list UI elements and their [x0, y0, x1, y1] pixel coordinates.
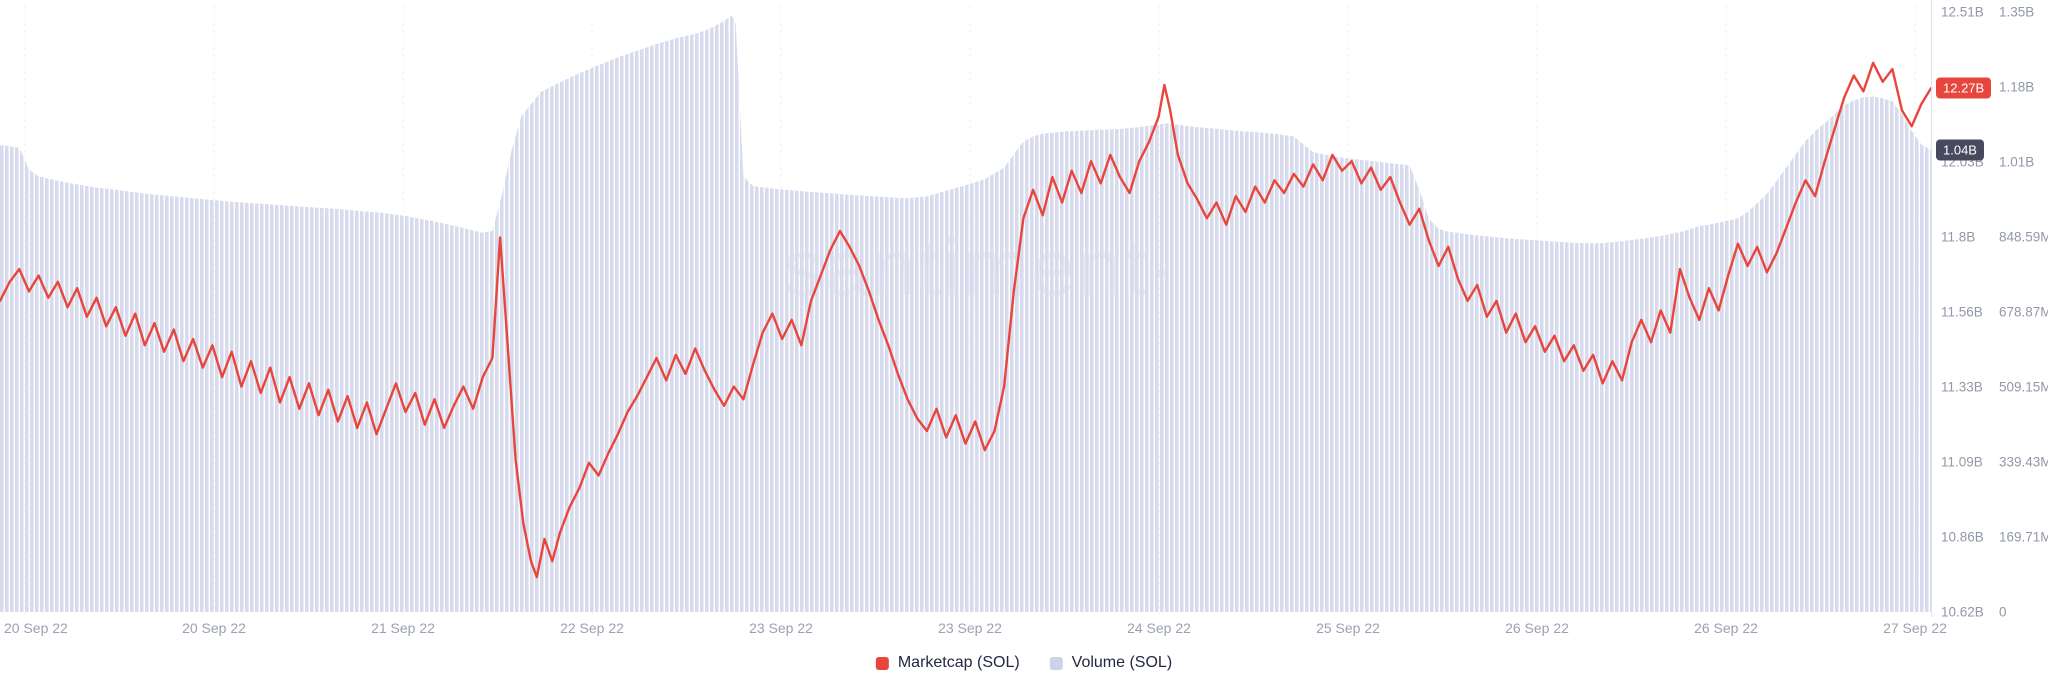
x-axis-tick-label: 20 Sep 22	[4, 620, 68, 636]
marketcap-series-line	[0, 61, 1933, 579]
marketcap-legend-swatch-icon	[875, 656, 889, 670]
marketcap-legend-label: Marketcap (SOL)	[897, 654, 1020, 671]
marketcap-axis-tick-label: 12.51B	[1941, 4, 1984, 20]
legend-item-volume[interactable]: Volume (SOL)	[1049, 654, 1173, 671]
volume-axis-tick-label: 678.87M	[1999, 304, 2048, 320]
marketcap-axis-tick-label: 11.09B	[1941, 454, 1983, 470]
x-axis-tick-label: 21 Sep 22	[371, 620, 435, 636]
x-axis-tick-label: 27 Sep 22	[1883, 620, 1947, 636]
x-axis-tick-label: 25 Sep 22	[1316, 620, 1380, 636]
volume-axis-tick-label: 509.15M	[1999, 379, 2048, 395]
x-axis-tick-label: 24 Sep 22	[1127, 620, 1191, 636]
x-axis-tick-label: 23 Sep 22	[938, 620, 1002, 636]
legend-item-marketcap[interactable]: Marketcap (SOL)	[875, 654, 1020, 671]
chart-legend: Marketcap (SOL) Volume (SOL)	[875, 654, 1173, 671]
volume-axis-tick-label: 1.35B	[1999, 4, 2035, 20]
volume-axis-tick-label: 1.18B	[1999, 79, 2035, 95]
volume-current-value-badge: 1.04B	[1936, 139, 1984, 161]
marketcap-axis-tick-label: 11.56B	[1941, 304, 1983, 320]
volume-axis-tick-label: 339.43M	[1999, 454, 2048, 470]
volume-axis-tick-label: 0	[1999, 604, 2007, 620]
volume-legend-swatch-icon	[1049, 656, 1063, 670]
x-axis-tick-label: 26 Sep 22	[1694, 620, 1758, 636]
volume-axis-tick-label: 848.59M	[1999, 229, 2048, 245]
x-axis-tick-label: 22 Sep 22	[560, 620, 624, 636]
volume-axis-tick-label: 1.01B	[1999, 154, 2035, 170]
volume-series-bars	[0, 15, 1931, 613]
marketcap-axis-tick-label: 10.86B	[1941, 529, 1984, 545]
marketcap-axis-tick-label: 10.62B	[1941, 604, 1984, 620]
marketcap-axis-tick-label: 11.33B	[1941, 379, 1983, 395]
volume-axis-tick-label: 169.71M	[1999, 529, 2048, 545]
marketcap-current-value-badge: 12.27B	[1936, 77, 1992, 99]
x-axis-tick-label: 23 Sep 22	[749, 620, 813, 636]
x-axis-tick-label: 20 Sep 22	[182, 620, 246, 636]
marketcap-axis-tick-label: 11.8B	[1941, 229, 1976, 245]
x-axis-tick-label: 26 Sep 22	[1505, 620, 1569, 636]
volume-legend-label: Volume (SOL)	[1071, 654, 1173, 671]
